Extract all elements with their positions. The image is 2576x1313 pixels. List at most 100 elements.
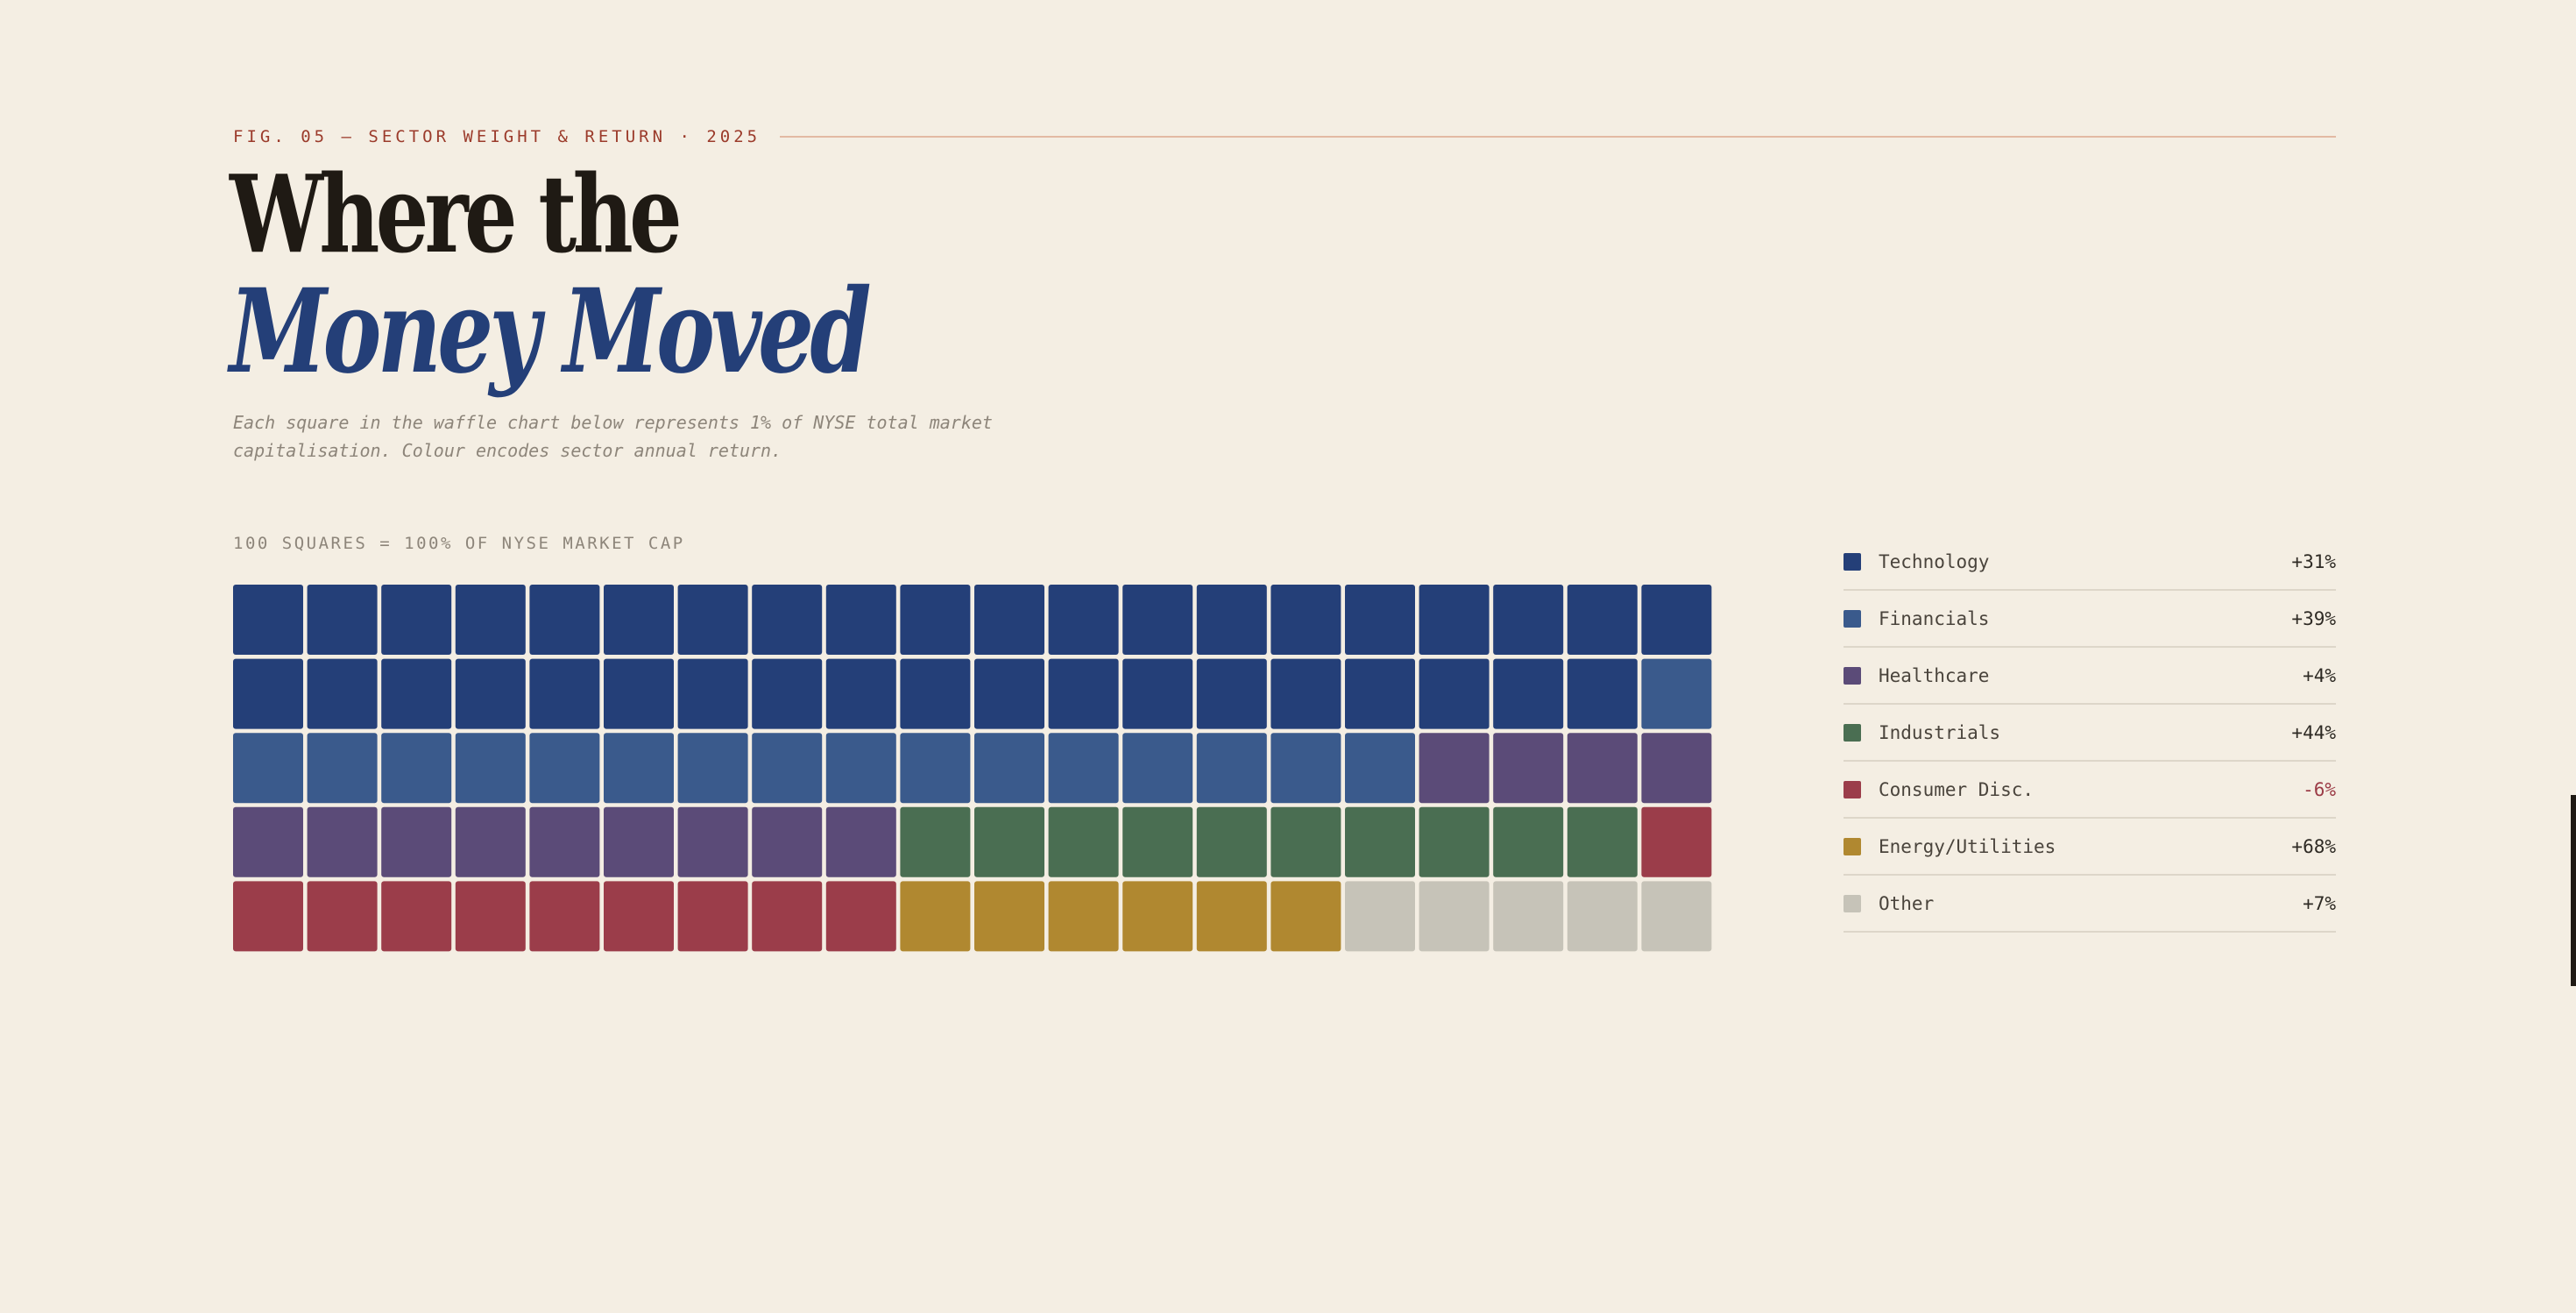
waffle-square-technology (529, 658, 600, 729)
waffle-square-financials (1122, 733, 1193, 804)
waffle-square-other (1419, 881, 1490, 952)
waffle-caption: 100 SQUARES = 100% OF NYSE MARKET CAP (233, 534, 685, 553)
legend-swatch (1844, 723, 1861, 742)
waffle-square-energy-utilities (900, 881, 971, 952)
waffle-square-technology (1196, 585, 1267, 655)
legend-item-healthcare: Healthcare +4% (1844, 648, 2336, 705)
waffle-square-technology (529, 585, 600, 655)
waffle-square-technology (1048, 658, 1119, 729)
waffle-square-technology (752, 585, 823, 655)
waffle-square-consumer-disc (529, 881, 600, 952)
waffle-square-energy-utilities (1122, 881, 1193, 952)
waffle-square-consumer-disc (455, 881, 526, 952)
waffle-square-technology (381, 658, 452, 729)
waffle-square-technology (233, 658, 303, 729)
waffle-square-technology (900, 585, 971, 655)
waffle-square-technology (1345, 658, 1415, 729)
waffle-square-technology (1345, 585, 1415, 655)
waffle-square-technology (974, 585, 1044, 655)
waffle-square-other (1567, 881, 1638, 952)
waffle-square-technology (1270, 585, 1341, 655)
waffle-square-industrials (1270, 806, 1341, 877)
waffle-square-technology (974, 658, 1044, 729)
legend-item-energy-utilities: Energy/Utilities +68% (1844, 819, 2336, 876)
legend-label: Healthcare (1879, 664, 1990, 686)
waffle-square-technology (1567, 585, 1638, 655)
waffle-square-healthcare (1567, 733, 1638, 804)
waffle-square-technology (604, 585, 674, 655)
waffle-square-consumer-disc (1641, 806, 1712, 877)
waffle-square-technology (752, 658, 823, 729)
waffle-square-technology (1122, 658, 1193, 729)
legend-swatch (1844, 837, 1861, 855)
waffle-square-financials (381, 733, 452, 804)
waffle-square-industrials (1122, 806, 1193, 877)
legend-return-value: +4% (2303, 664, 2336, 686)
waffle-square-healthcare (677, 806, 748, 877)
waffle-square-financials (752, 733, 823, 804)
waffle-square-consumer-disc (677, 881, 748, 952)
waffle-square-technology (455, 585, 526, 655)
waffle-square-financials (307, 733, 378, 804)
waffle-square-healthcare (381, 806, 452, 877)
waffle-square-technology (1419, 658, 1490, 729)
waffle-square-healthcare (233, 806, 303, 877)
waffle-square-industrials (1345, 806, 1415, 877)
waffle-square-financials (1345, 733, 1415, 804)
legend-item-consumer-disc: Consumer Disc. -6% (1844, 762, 2336, 819)
legend-label: Financials (1879, 607, 1990, 629)
waffle-square-technology (1196, 658, 1267, 729)
waffle-square-healthcare (455, 806, 526, 877)
title-line-2: Money Moved (230, 264, 872, 400)
waffle-square-industrials (1419, 806, 1490, 877)
waffle-square-technology (307, 585, 378, 655)
waffle-square-technology (1493, 658, 1564, 729)
legend-return-value: +44% (2291, 721, 2336, 743)
waffle-square-consumer-disc (825, 881, 896, 952)
waffle-square-technology (825, 658, 896, 729)
waffle-square-healthcare (1641, 733, 1712, 804)
waffle-square-technology (1641, 585, 1712, 655)
waffle-square-technology (1419, 585, 1490, 655)
waffle-square-technology (900, 658, 971, 729)
waffle-square-healthcare (529, 806, 600, 877)
legend-label: Energy/Utilities (1879, 835, 2056, 857)
waffle-square-industrials (1567, 806, 1638, 877)
waffle-square-technology (1493, 585, 1564, 655)
waffle-square-technology (1048, 585, 1119, 655)
page-title: Where the Money Moved (230, 156, 1456, 393)
waffle-square-financials (974, 733, 1044, 804)
legend-item-other: Other +7% (1844, 876, 2336, 933)
chart-description: Each square in the waffle chart below re… (233, 412, 993, 461)
scrollbar-thumb[interactable] (2571, 795, 2576, 986)
waffle-square-consumer-disc (381, 881, 452, 952)
legend-label: Technology (1879, 550, 1990, 572)
waffle-chart (233, 585, 1712, 952)
legend-swatch (1844, 609, 1861, 628)
waffle-square-financials (677, 733, 748, 804)
waffle-square-other (1641, 881, 1712, 952)
waffle-square-financials (604, 733, 674, 804)
legend-swatch (1844, 894, 1861, 912)
title-line-1: Where the (230, 151, 683, 277)
waffle-square-healthcare (752, 806, 823, 877)
waffle-square-technology (1270, 658, 1341, 729)
waffle-square-industrials (1196, 806, 1267, 877)
waffle-square-energy-utilities (1196, 881, 1267, 952)
legend-item-industrials: Industrials +44% (1844, 705, 2336, 762)
waffle-square-technology (677, 658, 748, 729)
waffle-square-healthcare (825, 806, 896, 877)
waffle-square-consumer-disc (307, 881, 378, 952)
waffle-square-energy-utilities (1048, 881, 1119, 952)
waffle-square-technology (307, 658, 378, 729)
waffle-square-technology (604, 658, 674, 729)
waffle-square-financials (1641, 658, 1712, 729)
waffle-square-healthcare (1493, 733, 1564, 804)
legend-label: Industrials (1879, 721, 2001, 743)
waffle-square-technology (1567, 658, 1638, 729)
legend-item-technology: Technology +31% (1844, 534, 2336, 591)
legend-return-value: +7% (2303, 892, 2336, 914)
legend-label: Consumer Disc. (1879, 778, 2035, 800)
waffle-square-industrials (1048, 806, 1119, 877)
kicker-divider (780, 136, 2336, 138)
